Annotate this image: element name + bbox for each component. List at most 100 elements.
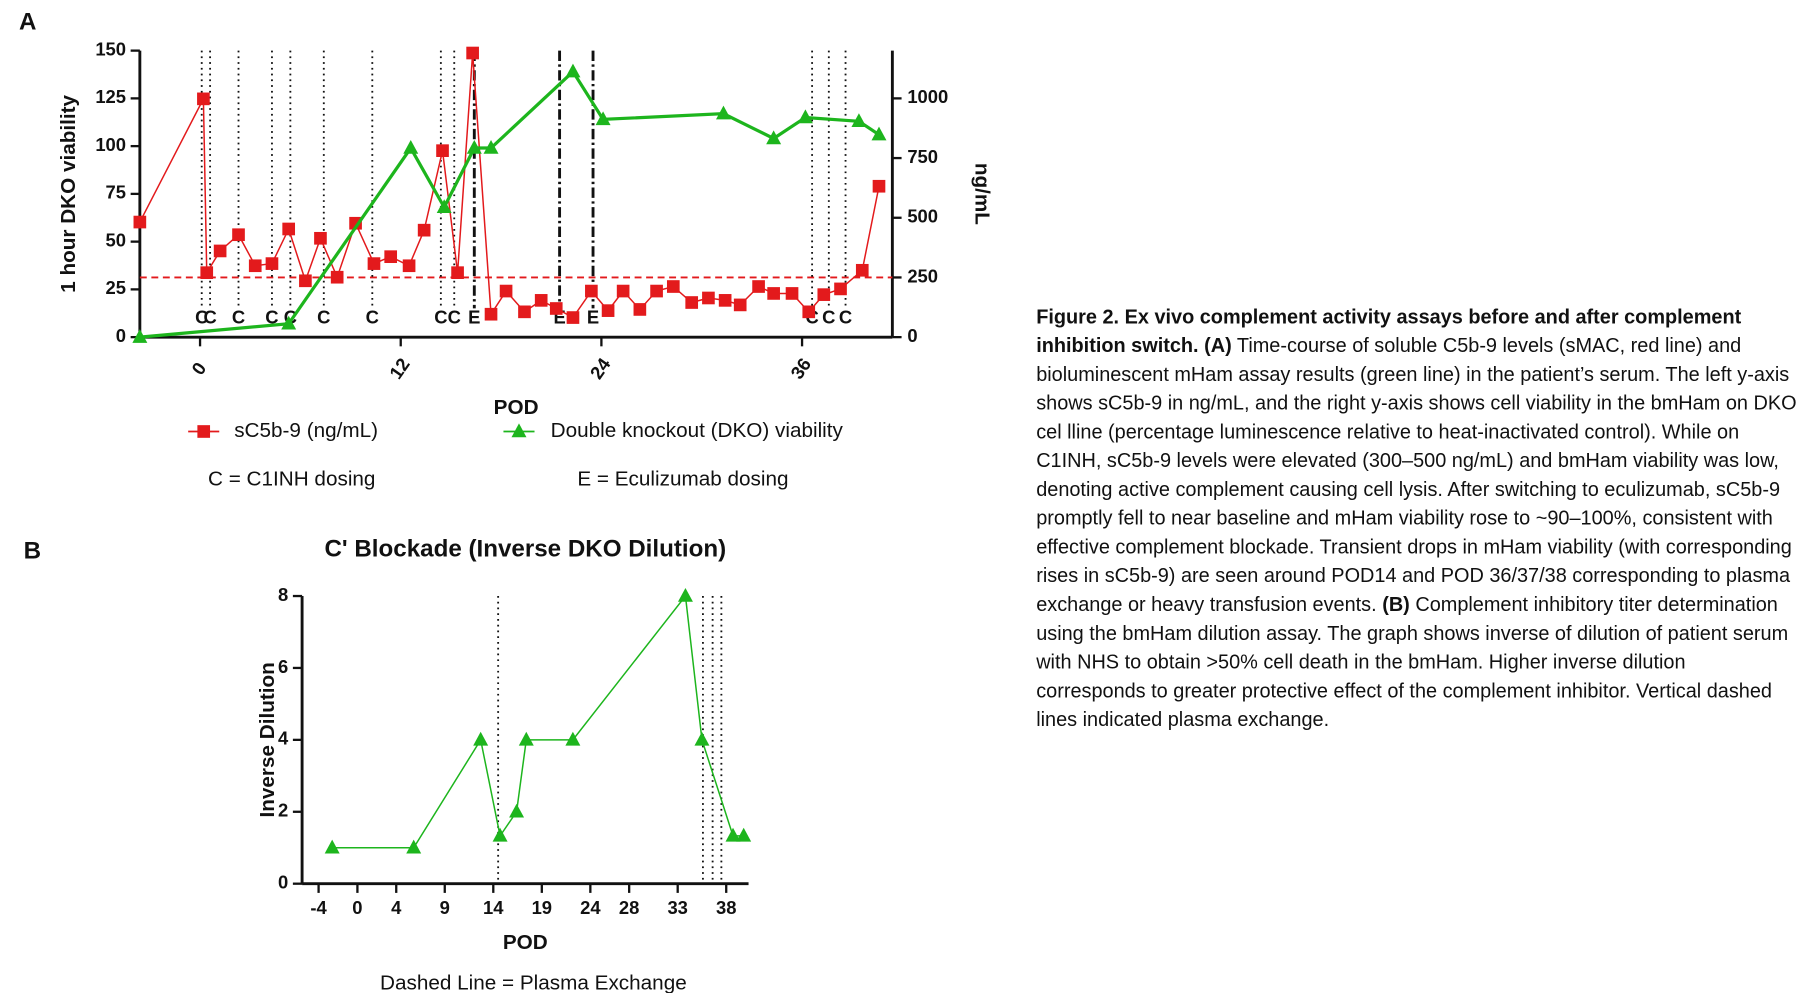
y-tick-label: 75: [106, 182, 126, 203]
panel-label: A: [19, 8, 36, 35]
data-point: [324, 839, 340, 854]
x-tick-label: 9: [440, 897, 450, 918]
data-point: [232, 228, 245, 242]
y2-tick-label: 0: [907, 325, 917, 346]
data-point: [616, 284, 630, 298]
chart-title: C' Blockade (Inverse DKO Dilution): [324, 535, 726, 562]
note: E = Eculizumab dosing: [577, 467, 788, 490]
y2-axis-label: ng/mL: [971, 163, 994, 225]
panel-label: B: [24, 538, 41, 565]
data-point: [417, 223, 431, 237]
data-point: [349, 216, 362, 230]
caption-label: (B): [1382, 592, 1410, 616]
data-point: [585, 284, 598, 298]
dosing-label: C: [232, 307, 245, 328]
data-point: [549, 302, 563, 315]
x-tick-label: 28: [619, 897, 639, 918]
data-point: [436, 144, 449, 157]
dosing-label: C: [366, 307, 379, 328]
dosing-label: C: [822, 307, 835, 328]
y2-tick-label: 1000: [907, 86, 948, 107]
data-point: [595, 111, 611, 126]
dosing-label: C: [839, 307, 852, 328]
data-point: [484, 307, 498, 321]
caption: Figure 2. Ex vivo complement activity as…: [1036, 303, 1800, 734]
dosing-label: E: [468, 307, 480, 328]
y-tick-label: 0: [116, 325, 126, 346]
x-tick-label: 0: [352, 897, 362, 918]
data-point: [715, 105, 731, 120]
data-point: [797, 109, 813, 124]
data-point: [766, 130, 782, 145]
x-axis-label: POD: [494, 396, 539, 419]
data-point: [509, 803, 525, 818]
data-point: [132, 329, 148, 343]
data-point: [817, 288, 831, 301]
y-tick-label: 0: [278, 872, 288, 893]
y-tick-label: 150: [95, 38, 126, 59]
data-point: [565, 731, 581, 746]
dosing-label: C: [317, 307, 330, 328]
y2-tick-label: 750: [907, 146, 938, 167]
caption-text: Complement inhibitory titer determinatio…: [1036, 592, 1789, 731]
data-point: [197, 92, 210, 106]
data-point: [565, 63, 581, 78]
caption-label: (A): [1204, 333, 1232, 357]
data-point: [314, 231, 327, 245]
data-point: [133, 215, 147, 229]
data-point: [403, 139, 419, 154]
y-tick-label: 8: [278, 584, 288, 605]
data-point: [518, 305, 531, 319]
legend-marker: [511, 423, 527, 438]
data-point: [702, 291, 715, 305]
x-axis-label: POD: [503, 931, 548, 954]
y-tick-label: 125: [95, 86, 126, 107]
x-tick-label: 33: [667, 897, 687, 918]
legend-label: sC5b-9 (ng/mL): [234, 419, 378, 442]
data-point: [694, 731, 710, 746]
data-point: [367, 257, 381, 270]
legend-marker: [197, 425, 211, 438]
data-point: [406, 839, 422, 854]
note: C = C1INH dosing: [208, 467, 375, 490]
data-point: [518, 731, 534, 746]
y2-tick-label: 250: [907, 265, 938, 286]
data-point: [330, 270, 344, 284]
x-tick-label: 4: [391, 897, 402, 918]
x-tick-label: 0: [187, 358, 210, 378]
data-point: [802, 305, 816, 319]
legend-label: Double knockout (DKO) viability: [551, 419, 844, 442]
series-line: [332, 594, 744, 849]
data-point: [466, 46, 479, 60]
caption-box: Figure 2. Ex vivo complement activity as…: [1036, 303, 1800, 734]
y-axis-label: 1 hour DKO viability: [57, 94, 80, 292]
data-point: [436, 199, 452, 214]
data-point: [384, 250, 398, 264]
data-point: [499, 284, 513, 298]
dosing-label: E: [587, 307, 599, 328]
data-point: [851, 113, 867, 128]
y-tick-label: 50: [106, 229, 126, 250]
data-point: [666, 280, 680, 293]
data-point: [213, 244, 227, 258]
dosing-label: C: [203, 307, 216, 328]
data-point: [473, 731, 489, 746]
x-tick-label: -4: [310, 897, 327, 918]
caption-title: Figure 2. Ex vivo complement activity as…: [1036, 304, 1742, 357]
dosing-label: C: [434, 307, 447, 328]
y-axis-label: Inverse Dilution: [256, 662, 279, 817]
y2-tick-label: 500: [907, 206, 938, 227]
y-tick-label: 25: [106, 277, 126, 298]
data-point: [451, 266, 464, 280]
data-point: [834, 282, 847, 296]
data-point: [534, 294, 548, 307]
caption-text: Time-course of soluble C5b-9 levels (sMA…: [1036, 333, 1797, 616]
data-point: [248, 259, 262, 273]
y-tick-label: 2: [278, 800, 288, 821]
data-point: [677, 587, 693, 602]
data-point: [281, 315, 297, 330]
data-point: [871, 126, 887, 141]
data-point: [718, 294, 732, 307]
data-point: [725, 827, 741, 842]
